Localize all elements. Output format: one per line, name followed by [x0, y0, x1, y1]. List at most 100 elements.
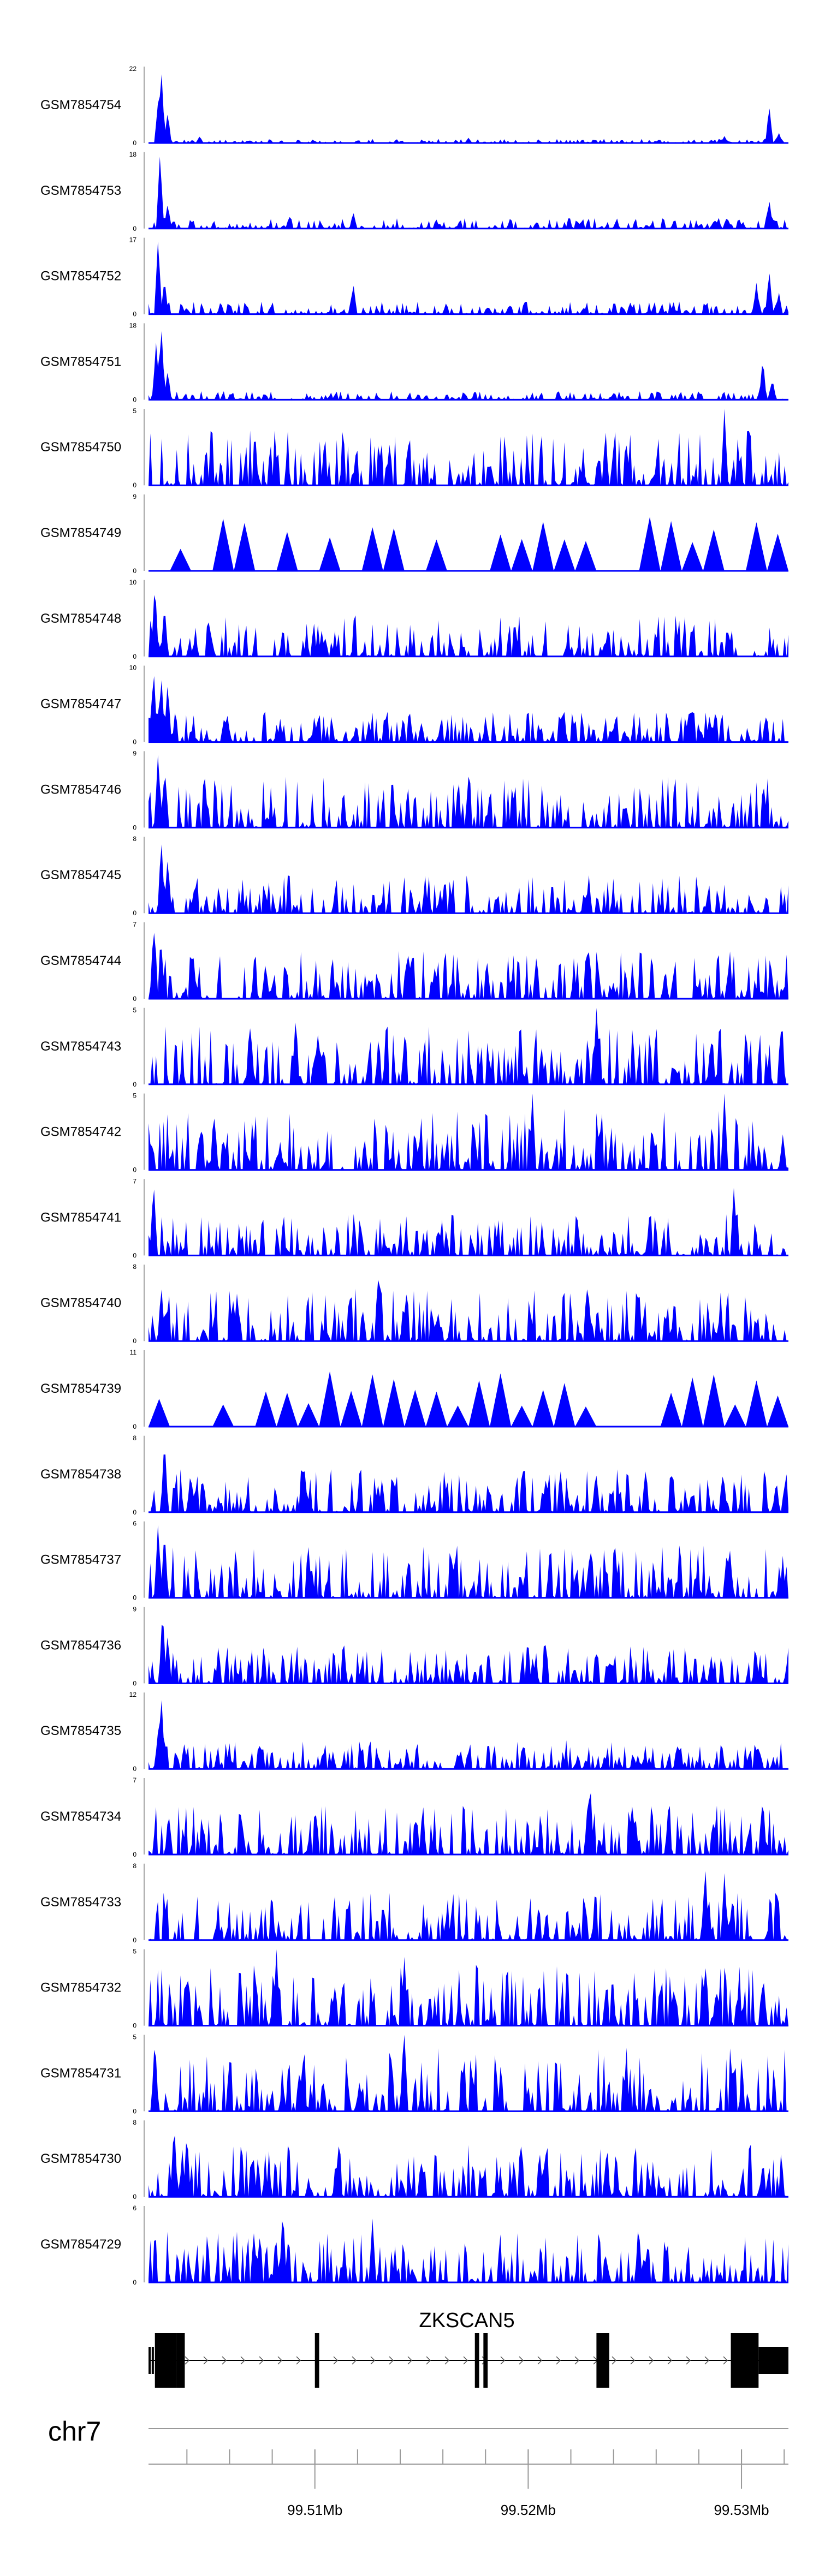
track-GSM7854747: GSM7854747 10 0: [40, 664, 788, 746]
y-max-label: 5: [133, 1092, 136, 1100]
strand-arrow: [296, 2356, 301, 2365]
coverage-area: [149, 2035, 788, 2112]
track-label: GSM7854754: [40, 98, 121, 112]
track-GSM7854739: GSM7854739 11 0: [40, 1349, 788, 1430]
track-GSM7854737: GSM7854737 6 0: [40, 1520, 788, 1602]
gene-track: ZKSCAN5: [149, 2309, 788, 2388]
y-min-label: 0: [133, 481, 136, 489]
coverage-area: [149, 157, 788, 229]
track-label: GSM7854732: [40, 1981, 121, 1995]
track-label: GSM7854751: [40, 354, 121, 369]
coverage-area: [149, 1700, 788, 1769]
track-label: GSM7854736: [40, 1638, 121, 1653]
track-label: GSM7854743: [40, 1039, 121, 1054]
y-max-label: 6: [133, 2204, 136, 2212]
track-label: GSM7854746: [40, 782, 121, 797]
y-max-label: 8: [133, 2119, 136, 2126]
y-max-label: 8: [133, 835, 136, 843]
y-min-label: 0: [133, 396, 136, 403]
strand-arrow: [426, 2356, 431, 2365]
coverage-area: [149, 1625, 788, 1684]
track-GSM7854730: GSM7854730 8 0: [40, 2119, 788, 2201]
tick-label: 99.53Mb: [714, 2502, 769, 2518]
track-label: GSM7854747: [40, 697, 121, 712]
track-GSM7854733: GSM7854733 8 0: [40, 1862, 788, 1944]
y-max-label: 9: [133, 1605, 136, 1613]
track-label: GSM7854742: [40, 1125, 121, 1140]
coverage-area: [149, 74, 788, 143]
y-min-label: 0: [133, 2022, 136, 2030]
track-label: GSM7854730: [40, 2151, 121, 2166]
strand-arrow: [389, 2356, 394, 2365]
y-max-label: 9: [133, 493, 136, 500]
gene-exon: [731, 2333, 759, 2388]
strand-arrow: [277, 2356, 283, 2365]
coverage-area: [149, 933, 788, 999]
track-label: GSM7854749: [40, 526, 121, 540]
coverage-area: [149, 2135, 788, 2197]
y-min-label: 0: [133, 909, 136, 917]
track-GSM7854731: GSM7854731 5 0: [40, 2033, 788, 2115]
coverage-area: [149, 331, 788, 400]
strand-arrow: [444, 2356, 450, 2365]
gene-exon: [483, 2333, 488, 2388]
strand-arrow: [537, 2356, 543, 2365]
y-max-label: 17: [129, 236, 137, 244]
coverage-area: [149, 1871, 788, 1940]
gene-exon: [474, 2333, 479, 2388]
track-GSM7854751: GSM7854751 18 0: [40, 321, 788, 403]
strand-arrow: [407, 2356, 413, 2365]
track-GSM7854740: GSM7854740 8 0: [40, 1263, 788, 1345]
y-min-label: 0: [133, 738, 136, 746]
strand-arrow: [370, 2356, 376, 2365]
y-min-label: 0: [133, 1081, 136, 1088]
track-GSM7854745: GSM7854745 8 0: [40, 835, 788, 917]
coverage-area: [149, 1007, 788, 1084]
track-GSM7854748: GSM7854748 10 0: [40, 579, 788, 660]
y-min-label: 0: [133, 225, 136, 232]
track-label: GSM7854735: [40, 1724, 121, 1738]
track-label: GSM7854744: [40, 953, 121, 968]
track-label: GSM7854729: [40, 2237, 121, 2252]
strand-arrow: [500, 2356, 506, 2365]
track-label: GSM7854738: [40, 1467, 121, 1482]
y-min-label: 0: [133, 995, 136, 1003]
y-min-label: 0: [133, 1594, 136, 1602]
y-min-label: 0: [133, 1679, 136, 1687]
coverage-tracks: GSM7854754220GSM7854753180GSM7854752170G…: [40, 65, 788, 2286]
y-min-label: 0: [133, 1508, 136, 1516]
coverage-area: [149, 1454, 788, 1512]
y-min-label: 0: [133, 653, 136, 660]
track-label: GSM7854741: [40, 1210, 121, 1225]
y-max-label: 7: [133, 921, 136, 928]
coverage-area: [149, 1949, 788, 2026]
y-max-label: 10: [129, 579, 137, 586]
coverage-area: [149, 2219, 788, 2282]
y-min-label: 0: [133, 1423, 136, 1430]
strand-arrow: [574, 2356, 580, 2365]
strand-arrow: [185, 2356, 190, 2365]
y-max-label: 8: [133, 1434, 136, 1442]
y-max-label: 18: [129, 321, 137, 329]
y-min-label: 0: [133, 567, 136, 575]
track-GSM7854744: GSM7854744 7 0: [40, 921, 788, 1003]
y-max-label: 10: [129, 664, 137, 672]
y-max-label: 9: [133, 749, 136, 757]
coverage-area: [149, 844, 788, 914]
strand-arrow: [203, 2356, 209, 2365]
gene-exon: [176, 2333, 185, 2388]
strand-arrow: [723, 2356, 728, 2365]
strand-arrow: [352, 2356, 357, 2365]
track-GSM7854752: GSM7854752 17 0: [40, 236, 788, 318]
track-GSM7854736: GSM7854736 9 0: [40, 1605, 788, 1687]
y-min-label: 0: [133, 311, 136, 318]
track-label: GSM7854733: [40, 1895, 121, 1910]
y-max-label: 8: [133, 1862, 136, 1870]
gene-exon: [314, 2333, 319, 2388]
track-label: GSM7854753: [40, 183, 121, 198]
coverage-area: [149, 676, 788, 742]
y-min-label: 0: [133, 1851, 136, 1858]
strand-arrow: [519, 2356, 524, 2365]
gene-exon: [151, 2347, 154, 2374]
y-max-label: 5: [133, 1948, 136, 1955]
